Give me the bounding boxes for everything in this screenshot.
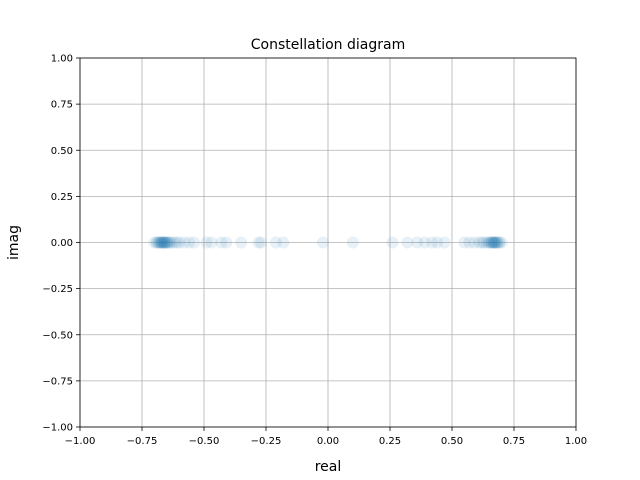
data-point — [150, 236, 163, 249]
data-point — [317, 236, 330, 249]
data-point — [346, 236, 359, 249]
data-point — [158, 236, 171, 249]
data-point — [493, 236, 506, 249]
data-point — [158, 236, 171, 249]
data-point — [488, 236, 501, 249]
data-point — [485, 236, 498, 249]
data-point — [401, 236, 414, 249]
data-point — [490, 236, 503, 249]
data-point — [183, 236, 196, 249]
data-point — [158, 236, 171, 249]
y-tick-label: 0.00 — [51, 238, 73, 249]
data-point — [158, 236, 171, 249]
data-point — [255, 236, 268, 249]
data-point — [438, 236, 451, 249]
y-tick-label: 0.75 — [51, 100, 73, 111]
data-point — [478, 236, 491, 249]
data-point — [468, 236, 481, 249]
y-tick-label: 0.25 — [51, 192, 73, 203]
x-tick-label: 0.75 — [503, 436, 525, 447]
data-point — [480, 236, 493, 249]
data-point — [490, 236, 503, 249]
data-point — [483, 236, 496, 249]
data-point — [163, 236, 176, 249]
data-point — [418, 236, 431, 249]
data-point — [488, 236, 501, 249]
data-point — [155, 236, 168, 249]
data-point — [485, 236, 498, 249]
data-point — [155, 236, 168, 249]
data-point — [495, 236, 508, 249]
data-point — [490, 236, 503, 249]
data-point — [165, 236, 178, 249]
x-tick-label: −0.75 — [127, 436, 158, 447]
data-point — [475, 236, 488, 249]
data-point — [493, 236, 506, 249]
y-tick-label: −0.25 — [42, 284, 73, 295]
chart-title: Constellation diagram — [251, 37, 405, 53]
data-point — [163, 236, 176, 249]
y-tick-label: −0.75 — [42, 376, 73, 387]
x-tick-label: 1.00 — [565, 436, 587, 447]
data-point — [160, 236, 173, 249]
data-point — [252, 236, 265, 249]
data-point — [153, 236, 166, 249]
data-point — [153, 236, 166, 249]
data-point — [173, 236, 186, 249]
data-point — [485, 236, 498, 249]
data-point — [155, 236, 168, 249]
data-point — [488, 236, 501, 249]
data-point — [235, 236, 248, 249]
x-tick-label: −0.50 — [189, 436, 220, 447]
x-tick-label: −0.25 — [251, 436, 282, 447]
x-tick-label: 0.50 — [441, 436, 463, 447]
data-point — [458, 236, 471, 249]
y-axis-title: imag — [6, 225, 22, 260]
scatter-points — [148, 236, 508, 249]
x-tick-label: 0.25 — [379, 436, 401, 447]
data-point — [463, 236, 476, 249]
data-point — [205, 236, 218, 249]
data-point — [160, 236, 173, 249]
axis-ticks: −1.00 −0.75 −0.50 −0.25 0.00 0.25 0.50 0.75 1.00… — [42, 54, 587, 448]
data-point — [411, 236, 424, 249]
data-point — [155, 236, 168, 249]
data-point — [160, 236, 173, 249]
data-point — [277, 236, 290, 249]
data-point — [488, 236, 501, 249]
x-tick-label: 0.00 — [317, 436, 339, 447]
data-point — [200, 236, 213, 249]
data-point — [178, 236, 191, 249]
x-axis-title: real — [315, 459, 342, 475]
data-point — [473, 236, 486, 249]
data-point — [168, 236, 181, 249]
data-point — [426, 236, 439, 249]
x-tick-label: −1.00 — [65, 436, 96, 447]
y-tick-label: 1.00 — [51, 54, 73, 65]
data-point — [269, 236, 282, 249]
y-tick-label: 0.50 — [51, 146, 73, 157]
data-point — [215, 236, 228, 249]
y-tick-label: −1.00 — [42, 423, 73, 434]
data-point — [483, 236, 496, 249]
data-point — [148, 236, 161, 249]
data-point — [220, 236, 233, 249]
data-point — [431, 236, 444, 249]
data-point — [150, 236, 163, 249]
data-point — [153, 236, 166, 249]
data-point — [170, 236, 183, 249]
data-point — [188, 236, 201, 249]
y-tick-label: −0.50 — [42, 330, 73, 341]
data-point — [386, 236, 399, 249]
